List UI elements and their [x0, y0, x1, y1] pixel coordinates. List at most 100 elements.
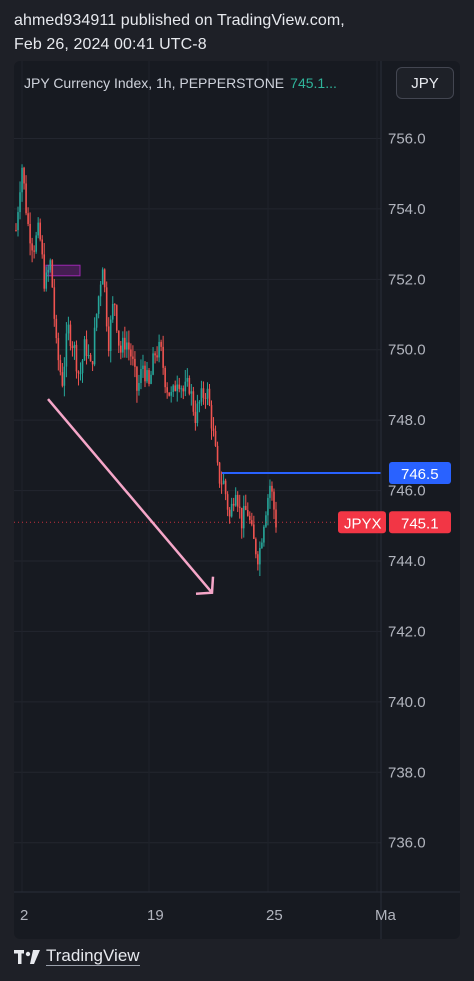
candle-body: [244, 505, 247, 510]
candle-body: [81, 360, 84, 374]
y-tick-label: 738.0: [388, 764, 426, 781]
candle-body: [273, 491, 275, 510]
y-tick-label: 740.0: [388, 694, 426, 711]
candle-body: [218, 462, 221, 484]
candle-body: [261, 542, 263, 548]
trend-arrow[interactable]: [47, 398, 213, 594]
candle-body: [220, 483, 223, 485]
x-tick-label: 25: [266, 907, 283, 924]
candle-body: [248, 515, 251, 521]
candle-body: [198, 401, 201, 404]
candle-body: [120, 345, 122, 353]
candle-body: [230, 503, 233, 517]
candle-body: [222, 480, 225, 484]
candle-body: [238, 506, 241, 508]
tradingview-logo-icon: [14, 949, 40, 964]
candle-body: [113, 304, 116, 306]
candle-body: [29, 223, 31, 244]
candle-body: [93, 327, 96, 365]
candle-body: [144, 365, 146, 382]
last-price-label: 745.1: [401, 515, 439, 532]
candle-body: [124, 337, 126, 350]
candle-body: [31, 243, 33, 251]
candle-body: [55, 318, 58, 339]
candle-body: [156, 355, 158, 358]
candle-body: [142, 365, 144, 370]
candle-body: [182, 388, 185, 392]
candle-body: [265, 515, 267, 527]
candle-body: [130, 349, 132, 357]
candle-body: [87, 355, 90, 357]
last-price-tag: [389, 511, 451, 534]
chart-legend: JPY Currency Index, 1h, PEPPERSTONE 745.1…: [24, 75, 337, 91]
candle-body: [65, 333, 68, 367]
x-tick-label: 2: [20, 907, 28, 924]
candle-body: [194, 411, 197, 424]
candle-body: [51, 260, 54, 288]
candle-body: [67, 324, 70, 334]
candle-body: [109, 319, 112, 351]
candle-body: [21, 167, 23, 193]
hline-price-tag: [389, 461, 451, 484]
candle-body: [186, 377, 189, 382]
candle-body: [140, 369, 142, 383]
footer-brand[interactable]: TradingView: [46, 946, 140, 966]
candle-body: [196, 403, 199, 424]
candle-body: [89, 355, 92, 362]
candle-body: [45, 272, 48, 289]
publisher-line: ahmed934911 published on TradingView.com…: [14, 12, 345, 29]
candle-body: [17, 212, 19, 231]
candle-body: [240, 507, 243, 529]
candle-body: [25, 183, 27, 214]
candle-body: [117, 330, 120, 346]
candle-body: [255, 538, 257, 555]
candle-body: [275, 509, 277, 528]
candle-body: [136, 366, 138, 391]
trend-arrow-head: [195, 576, 215, 595]
candle-body: [214, 431, 217, 446]
y-tick-label: 746.0: [388, 483, 426, 500]
candle-body: [115, 305, 118, 331]
candle-body: [63, 366, 66, 386]
candle-body: [43, 254, 46, 289]
candle-body: [236, 494, 239, 507]
y-tick-label: 752.0: [388, 271, 426, 288]
candlestick-chart[interactable]: 756.0 754.0 752.0 750.0 748.0 746.0 744.0 742.0…: [14, 61, 460, 939]
candle-body: [170, 391, 172, 396]
y-tick-label: 744.0: [388, 553, 426, 570]
candle-body: [97, 296, 100, 314]
candle-body: [152, 353, 154, 375]
y-tick-label: 748.0: [388, 412, 426, 429]
candle-body: [257, 554, 259, 565]
candle-body: [154, 353, 156, 356]
candle-body: [49, 260, 52, 270]
candle-body: [77, 371, 80, 374]
candle-body: [184, 381, 187, 392]
candle-body: [47, 269, 50, 273]
candle-body: [259, 547, 261, 565]
candle-body: [37, 222, 39, 236]
footer: TradingView: [14, 947, 140, 966]
candle-body: [253, 524, 255, 539]
currency-button[interactable]: JPY: [396, 67, 454, 99]
symbol-tag: [338, 511, 386, 534]
candle-body: [216, 445, 219, 463]
candle-body: [99, 284, 102, 297]
x-tick-label: Ma: [375, 907, 396, 924]
candle-body: [158, 341, 160, 358]
candle-body: [85, 339, 88, 356]
candle-body: [208, 388, 211, 406]
candle-body: [101, 269, 104, 285]
candle-body: [251, 520, 253, 525]
candle-body: [269, 485, 271, 498]
candle-body: [134, 358, 136, 367]
candle-body: [206, 388, 209, 399]
chart-panel[interactable]: 756.0 754.0 752.0 750.0 748.0 746.0 744.0 742.0…: [14, 61, 460, 939]
highlight-box[interactable]: [45, 264, 81, 277]
candle-body: [126, 342, 128, 350]
candle-body: [138, 382, 140, 391]
candle-body: [178, 384, 181, 389]
candle-body: [148, 370, 150, 384]
candle-body: [79, 373, 82, 375]
candle-body: [192, 391, 195, 412]
